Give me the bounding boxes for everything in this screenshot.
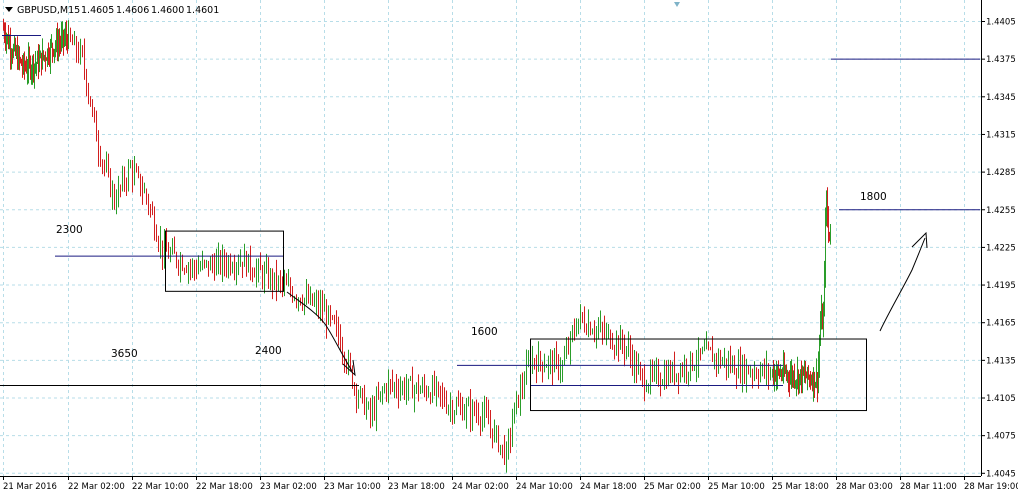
x-tick-label: 22 Mar 18:00 [196,482,253,492]
annotations: 2300 3650 2400 1600 1800 [0,35,980,412]
x-tick-label: 28 Mar 03:00 [836,482,893,492]
chart-header: GBPUSD,M15 1.4605 1.4606 1.4600 1.4601 [5,2,680,16]
annotation-label: 2300 [56,224,83,236]
quote-open: 1.4605 [81,5,114,16]
y-tick-label: 1.4315 [986,130,1016,140]
y-tick-label: 1.4285 [986,168,1016,178]
annotation-label: 1600 [471,326,498,338]
dropdown-triangle-icon[interactable] [5,7,13,12]
y-tick-label: 1.4165 [986,319,1016,329]
x-tick-label: 28 Mar 19:00 [964,482,1018,492]
scroll-marker-icon[interactable] [674,2,680,7]
trend-arrow-down [286,291,353,372]
annotation-label: 1800 [860,191,887,203]
y-tick-label: 1.4045 [986,469,1016,479]
y-tick-label: 1.4405 [986,18,1016,28]
x-tick-label: 22 Mar 02:00 [68,482,125,492]
quote-low: 1.4600 [151,5,184,16]
y-tick-label: 1.4135 [986,356,1016,366]
y-tick-label: 1.4105 [986,394,1016,404]
y-tick-label: 1.4195 [986,281,1016,291]
annotation-label: 2400 [255,345,282,357]
y-tick-label: 1.4345 [986,93,1016,103]
x-tick-label: 23 Mar 18:00 [388,482,445,492]
consolidation-box [530,338,867,412]
x-tick-label: 21 Mar 2016 [3,482,57,492]
x-tick-label: 24 Mar 02:00 [452,482,509,492]
quote-high: 1.4606 [116,5,149,16]
y-tick-label: 1.4225 [986,243,1016,253]
x-tick-label: 24 Mar 18:00 [580,482,637,492]
y-tick-label: 1.4255 [986,206,1016,216]
trend-arrow-up [879,237,926,332]
x-tick-label: 25 Mar 10:00 [708,482,765,492]
consolidation-box [165,230,284,292]
symbol-label: GBPUSD,M15 [17,5,80,16]
x-tick-label: 24 Mar 10:00 [516,482,573,492]
x-tick-label: 22 Mar 10:00 [132,482,189,492]
y-tick-label: 1.4075 [986,432,1016,442]
candles [3,18,831,473]
grid-lines [0,0,981,476]
quote-close: 1.4601 [186,5,219,16]
x-tick-label: 25 Mar 18:00 [772,482,829,492]
arrow-head-icon [342,359,356,377]
y-tick-label: 1.4375 [986,55,1016,65]
annotation-label: 3650 [111,348,138,360]
x-tick-label: 23 Mar 02:00 [260,482,317,492]
arrow-head-icon [911,231,928,249]
x-tick-label: 28 Mar 11:00 [900,482,957,492]
x-tick-label: 25 Mar 02:00 [644,482,701,492]
x-tick-label: 23 Mar 10:00 [324,482,381,492]
